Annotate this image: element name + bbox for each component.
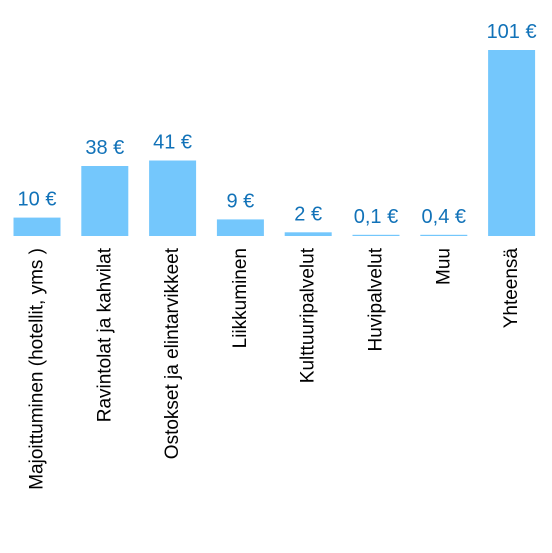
bars-group [13,50,536,236]
category-labels-group: Majoittuminen (hotellit, yms ) Ravintolat… [27,247,523,490]
bar [216,219,264,236]
bar-value-label: 101 € [487,21,537,43]
value-labels-group: 10 € 38 € 41 € 9 € 2 € 0,1 € 0,4 € 101 € [18,21,537,228]
category-label: Huvipalvelut [366,247,387,351]
bar [284,232,332,236]
bar-value-label: 0,4 € [422,206,466,228]
bar-value-label: 10 € [18,189,57,211]
bar-value-label: 0,1 € [354,206,398,228]
category-label: Yhteensä [501,248,522,329]
category-label: Muu [433,248,454,285]
bar [420,234,468,236]
category-label: Ostokset ja elintarvikkeet [162,247,183,459]
bar-value-label: 41 € [153,132,192,154]
bar-value-label: 2 € [294,203,322,225]
category-label: Ravintolat ja kahvilat [94,247,115,422]
bar [149,160,197,236]
category-label: Liikkuminen [230,248,251,348]
bar-value-label: 9 € [226,190,254,212]
category-label: Kulttuuripalvelut [298,247,319,383]
bar-value-label: 38 € [85,137,124,159]
bar [81,166,129,236]
bar [488,50,536,236]
bar [13,217,61,236]
bar [352,234,400,236]
category-label: Majoittuminen (hotellit, yms ) [27,248,48,490]
